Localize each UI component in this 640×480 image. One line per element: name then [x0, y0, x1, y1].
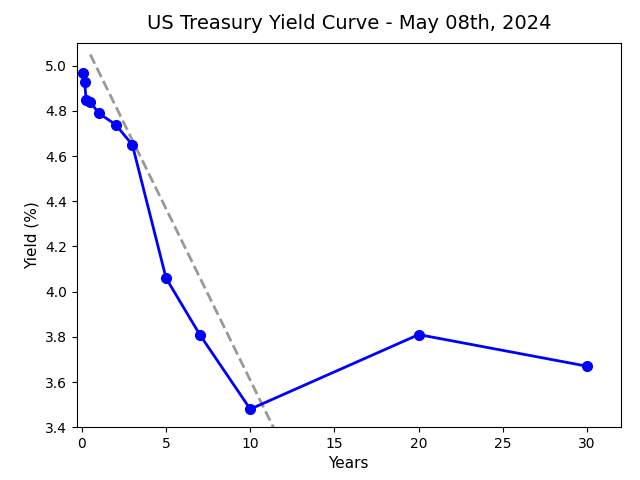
- Y-axis label: Yield (%): Yield (%): [24, 201, 40, 269]
- Title: US Treasury Yield Curve - May 08th, 2024: US Treasury Yield Curve - May 08th, 2024: [147, 14, 551, 33]
- X-axis label: Years: Years: [328, 456, 369, 471]
